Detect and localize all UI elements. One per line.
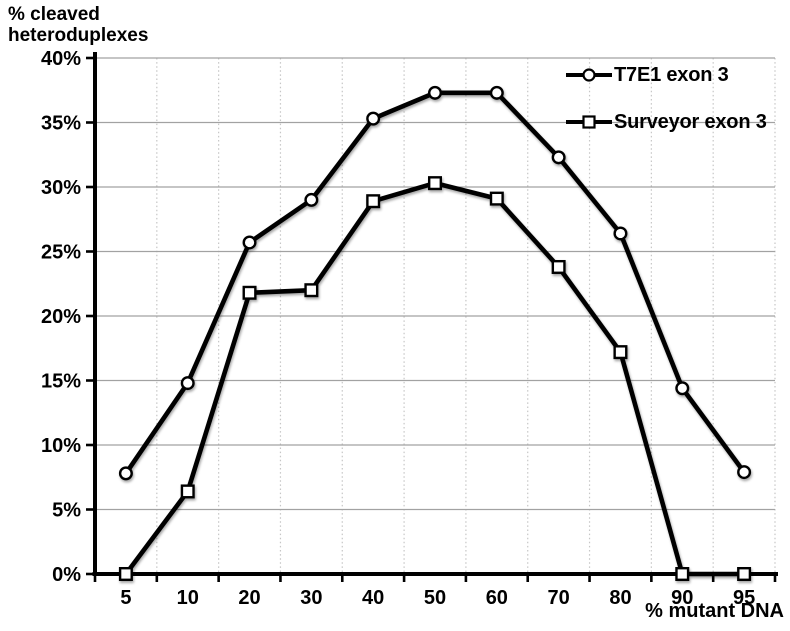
data-point-marker [428,85,443,100]
data-point-marker [366,111,381,126]
y-tick-label: 40% [41,48,81,70]
data-point-marker [118,567,133,582]
x-tick-label: 70 [548,587,570,609]
x-tick-label: 40 [362,587,384,609]
x-tick-label: 60 [486,587,508,609]
data-point-marker [613,345,628,360]
x-tick-label: 80 [609,587,631,609]
series-t7e1-exon-3 [118,85,752,481]
data-point-marker [489,191,504,206]
legend-square-marker-icon [566,115,612,129]
x-tick-label: 50 [424,587,446,609]
data-point-marker [675,381,690,396]
data-point-marker [428,176,443,191]
data-point-marker [613,226,628,241]
x-tick-label: 20 [238,587,260,609]
data-point-marker [737,567,752,582]
legend-circle-marker-icon [566,68,612,82]
legend-item-surveyor: Surveyor exon 3 [565,111,767,133]
series-surveyor-exon-3 [118,176,752,582]
y-axis-title: % cleaved heteroduplexes [8,4,149,46]
legend-label-surveyor: Surveyor exon 3 [614,110,767,133]
y-tick-label: 30% [41,177,81,199]
y-tick-label: 35% [41,113,81,135]
y-tick-label: 15% [41,371,81,393]
y-tick-label: 5% [52,500,81,522]
data-point-marker [118,466,133,481]
data-point-marker [242,285,257,300]
legend-label-t7e1: T7E1 exon 3 [614,63,729,86]
data-point-marker [675,567,690,582]
data-point-marker [551,150,566,165]
y-tick-label: 20% [41,306,81,328]
x-tick-label: 30 [300,587,322,609]
data-point-marker [551,259,566,274]
x-tick-label: 95 [733,587,755,609]
data-point-marker [180,376,195,391]
x-tick-label: 10 [177,587,199,609]
data-point-marker [737,465,752,480]
y-tick-label: 0% [52,564,81,586]
series-line [124,90,746,475]
data-point-marker [489,85,504,100]
data-point-marker [180,484,195,499]
y-tick-label: 10% [41,435,81,457]
x-axis-title: % mutant DNA [645,600,784,622]
data-point-marker [304,192,319,207]
data-point-marker [304,283,319,298]
legend-item-t7e1: T7E1 exon 3 [565,64,729,86]
y-tick-label: 25% [41,242,81,264]
data-point-marker [366,194,381,209]
x-tick-label: 5 [120,587,131,609]
x-tick-label: 90 [671,587,693,609]
data-point-marker [242,235,257,250]
